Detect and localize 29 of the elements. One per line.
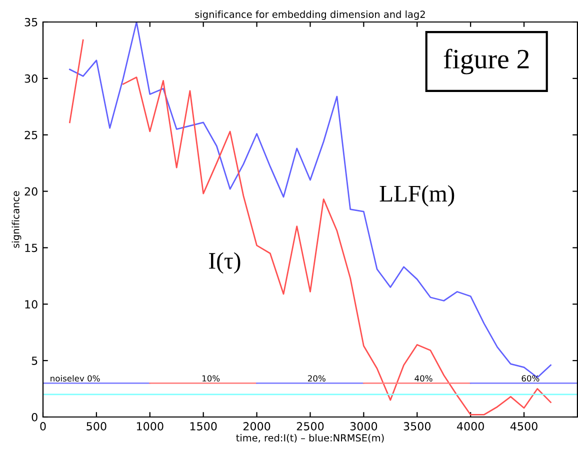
annotation: 60%: [522, 375, 540, 382]
x-axis-title: time, red:I(t) – blue:NRMSE(m): [236, 434, 384, 443]
x-tick-label: 0: [40, 422, 46, 430]
x-tick-label: 4500: [510, 422, 538, 430]
x-tick-label: 2500: [296, 422, 324, 430]
y-tick-label: 20: [24, 187, 38, 196]
y-tick-label: 25: [24, 130, 38, 140]
y-axis-title: significance: [12, 191, 22, 248]
y-tick-label: 30: [24, 74, 38, 83]
x-tick-label: 4000: [456, 422, 484, 430]
x-tick-label: 3500: [404, 422, 431, 430]
x-tick-label: 2000: [243, 422, 270, 430]
annotation: noiselev 0%: [50, 375, 100, 382]
y-tick-label: 5: [32, 356, 38, 365]
y-tick-label: 10: [25, 300, 38, 309]
x-tick-label: 1500: [190, 422, 217, 430]
y-tick-label: 15: [25, 244, 38, 252]
annotation: 10%: [202, 375, 220, 382]
y-tick-label: 35: [24, 18, 38, 26]
annotation: figure 2: [444, 48, 529, 74]
x-tick-label: 1000: [136, 422, 164, 430]
y-tick-label: 0: [32, 412, 38, 422]
series-label: I(τ): [209, 252, 240, 274]
series-label: LLF(m): [380, 185, 454, 207]
annotation: 20%: [308, 375, 326, 382]
annotation: 40%: [414, 375, 432, 382]
chart-title: significance for embedding dimension and lag2: [195, 10, 425, 20]
x-tick-label: 500: [86, 422, 106, 430]
x-tick-label: 3000: [350, 422, 378, 430]
